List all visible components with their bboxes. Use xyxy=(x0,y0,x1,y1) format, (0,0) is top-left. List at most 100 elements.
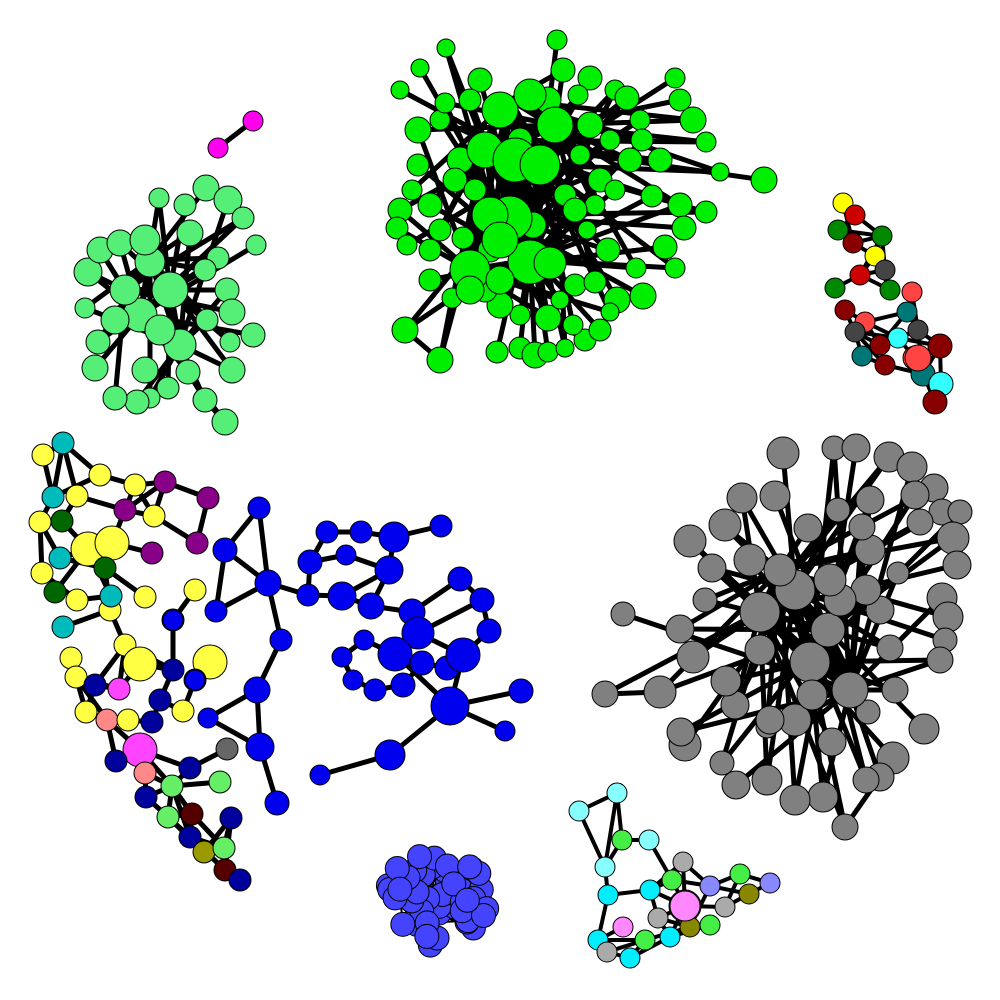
node-green-large xyxy=(485,265,515,295)
node-gray xyxy=(807,781,839,813)
node-cyan-small xyxy=(714,896,736,918)
node-green-large xyxy=(390,80,410,100)
node-cyan-small xyxy=(639,879,661,901)
node-multicolor-strip xyxy=(907,319,929,341)
node-green-large xyxy=(534,304,562,332)
node-mixed-left xyxy=(116,708,140,732)
node-green-large xyxy=(428,218,452,242)
node-green-large xyxy=(583,270,607,294)
node-light-green xyxy=(85,329,111,355)
node-green-large xyxy=(668,88,692,112)
node-green-large xyxy=(588,318,612,342)
node-light-green xyxy=(193,258,217,282)
node-green-large xyxy=(664,257,686,279)
edge-gray xyxy=(733,687,853,788)
node-mixed-left xyxy=(93,556,117,580)
edge-gray xyxy=(847,570,901,693)
node-blue xyxy=(247,496,271,520)
node-gray xyxy=(591,680,619,708)
node-green-large xyxy=(604,179,626,201)
node-blue xyxy=(363,678,387,702)
node-blue xyxy=(357,592,385,620)
node-gray xyxy=(810,612,846,648)
node-mixed-left xyxy=(65,588,89,612)
node-green-large xyxy=(537,341,559,363)
node-mixed-left xyxy=(148,688,172,712)
node-gray xyxy=(825,497,851,523)
node-mixed-left xyxy=(215,737,239,761)
node-blue xyxy=(374,555,404,585)
node-light-green xyxy=(195,308,219,332)
node-multicolor-strip xyxy=(927,333,953,359)
node-green-large xyxy=(396,234,418,256)
node-gray xyxy=(848,513,876,541)
node-mixed-left xyxy=(122,646,158,682)
node-periwinkle-ball xyxy=(390,911,416,937)
node-gray xyxy=(710,665,742,697)
node-blue xyxy=(296,583,320,607)
node-blue xyxy=(476,618,502,644)
node-gray xyxy=(831,813,859,841)
node-multicolor-strip xyxy=(901,281,923,303)
node-blue xyxy=(445,637,481,673)
node-cyan-small xyxy=(672,851,694,873)
node-gray xyxy=(697,553,727,583)
node-blue xyxy=(378,521,410,553)
node-green-large xyxy=(434,92,456,114)
node-mixed-left xyxy=(122,732,158,768)
node-green-large xyxy=(617,147,643,173)
node-green-large xyxy=(563,273,587,297)
node-mixed-left xyxy=(133,585,157,609)
node-gray xyxy=(886,561,910,585)
node-magenta-pair xyxy=(242,110,264,132)
node-light-green xyxy=(73,257,103,287)
node-green-large xyxy=(550,57,576,83)
node-blue xyxy=(447,566,473,592)
node-light-green xyxy=(176,219,204,247)
node-gray xyxy=(817,727,847,757)
node-green-large xyxy=(577,220,597,240)
node-multicolor-strip xyxy=(896,301,918,323)
node-blue xyxy=(264,790,290,816)
node-cyan-small xyxy=(596,941,618,963)
node-green-large xyxy=(404,116,432,144)
node-blue xyxy=(245,732,275,762)
node-blue xyxy=(309,764,331,786)
node-light-green xyxy=(148,187,170,209)
edge-light-green xyxy=(147,185,209,263)
node-multicolor-strip xyxy=(851,345,873,367)
node-green-large xyxy=(519,144,561,186)
node-light-green xyxy=(218,356,246,384)
node-mixed-left xyxy=(99,584,123,608)
node-green-large xyxy=(536,106,574,144)
node-gray xyxy=(666,717,696,747)
node-multicolor-strip xyxy=(844,204,866,226)
node-blue xyxy=(508,678,534,704)
node-blue xyxy=(197,707,219,729)
edge-light-green xyxy=(112,287,128,401)
node-multicolor-strip xyxy=(879,279,901,301)
node-multicolor-strip xyxy=(849,264,871,286)
node-green-large xyxy=(436,38,456,58)
node-light-green xyxy=(231,206,255,230)
node-green-large xyxy=(481,91,519,129)
node-gray xyxy=(759,480,791,512)
node-mixed-left xyxy=(123,473,147,497)
node-mixed-left xyxy=(51,431,75,455)
node-gray xyxy=(779,784,811,816)
node-green-large xyxy=(577,65,603,91)
node-multicolor-strip xyxy=(842,232,864,254)
node-gray xyxy=(876,634,904,662)
node-periwinkle-ball xyxy=(407,844,433,870)
node-light-green xyxy=(211,408,239,436)
node-cyan-small xyxy=(759,872,781,894)
node-green-large xyxy=(458,88,482,112)
node-green-large xyxy=(463,178,487,202)
node-light-green xyxy=(175,359,201,385)
node-light-green xyxy=(219,331,241,353)
node-gray xyxy=(665,614,695,644)
node-gray xyxy=(709,750,735,776)
node-mixed-left xyxy=(28,510,52,534)
node-mixed-left xyxy=(219,806,243,830)
